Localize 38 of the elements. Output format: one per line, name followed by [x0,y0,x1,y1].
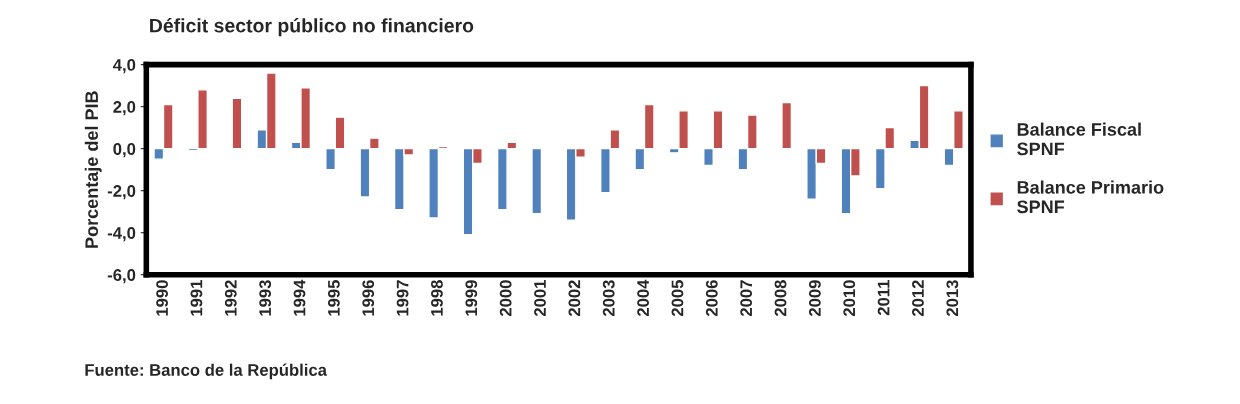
x-tick-label: 1991 [190,280,203,316]
x-tick-label: 2004 [637,279,649,317]
bar [531,147,543,215]
x-tick-label: 2005 [671,280,684,317]
x-tick-label: 2007 [740,280,753,317]
x-tick-label: 2010 [843,280,856,317]
source-note: Fuente: Banco de la República [85,363,328,380]
x-tick-label: 2009 [808,280,821,317]
x-tick-label: 2008 [774,280,787,317]
legend-label: Balance Fiscal SPNF [1017,122,1141,156]
y-tick-label: -6,0 [107,269,136,284]
x-tick-label: 1994 [293,279,306,316]
x-tick-label: 2001 [534,280,546,317]
x-tick-label: 1998 [431,280,443,316]
x-tick-label: 2012 [912,280,924,317]
y-tick-label: 0,0 [113,143,136,158]
x-tick-label: 2006 [705,280,718,317]
x-tick-label: 2011 [877,280,890,316]
y-axis-title: Porcentaje del PIB [84,91,102,248]
x-tick-label: 1992 [224,280,237,316]
chart-title: Déficit sector público no financiero [150,18,474,37]
y-tick-label: 2,0 [113,101,136,116]
legend-label: Balance Primario SPNF [1017,180,1164,214]
x-tick-label: 1990 [156,280,168,316]
bar [231,97,243,150]
x-tick-label: 1995 [327,280,340,316]
x-tick-label: 2000 [499,280,512,317]
x-tick-label: 2002 [568,280,581,317]
x-tick-label: 1993 [259,280,272,316]
y-tick-label: -2,0 [107,185,136,200]
x-tick-label: 2003 [602,280,615,317]
x-tick-label: 1999 [465,280,478,316]
bar [781,101,793,150]
x-tick-label: 2013 [946,280,959,317]
y-tick-label: 4,0 [112,59,136,74]
x-tick-label: 1996 [362,280,375,316]
x-tick-label: 1997 [396,280,409,316]
y-tick-label: -4,0 [107,227,136,242]
